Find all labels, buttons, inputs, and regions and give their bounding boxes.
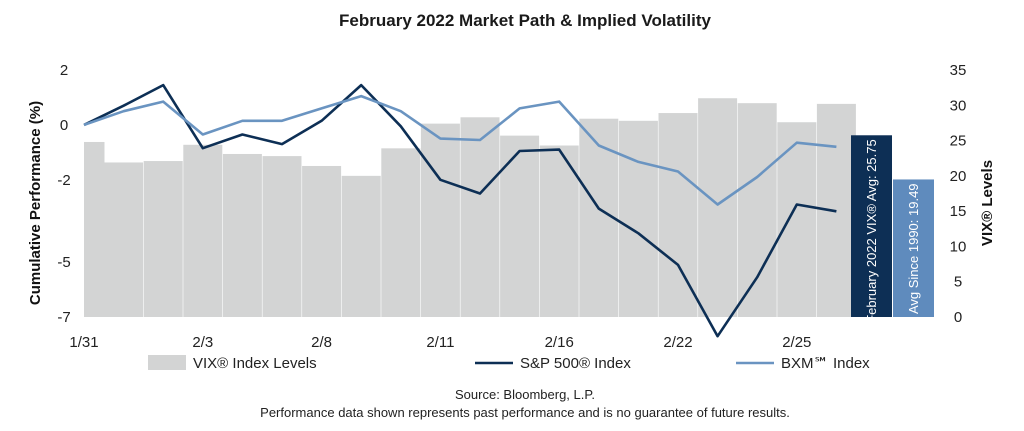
right-tick-label: 30 (950, 97, 967, 114)
legend-swatch-vix (148, 355, 186, 370)
vix-bar (302, 165, 342, 317)
bxm-line (83, 94, 837, 206)
feb-vix-avg-bar (851, 135, 892, 317)
reference-bars-layer: February 2022 VIX® Avg: 25.75 VIX® Avg Si… (851, 135, 934, 347)
left-tick-label: -5 (57, 254, 70, 271)
source-note: Source: Bloomberg, L.P. (455, 387, 595, 402)
vix-bar (500, 135, 540, 317)
vix-bar (381, 148, 421, 317)
vix-bar (84, 141, 105, 317)
left-tick-label: 2 (60, 62, 68, 79)
bars-layer (84, 98, 856, 318)
x-tick-label: 2/8 (311, 334, 332, 351)
vix-avg-since-1990-bar (893, 179, 934, 317)
legend-label-vix: VIX® Index Levels (193, 355, 317, 372)
vix-bar (420, 123, 460, 318)
left-tick-label: 0 (60, 117, 68, 134)
legend-label-bxm: BXM℠ Index (781, 355, 870, 372)
left-axis-title: Cumulative Performance (%) (27, 101, 44, 305)
x-tick-label: 2/11 (426, 334, 454, 351)
vix-bar (777, 122, 817, 317)
right-tick-label: 0 (954, 309, 962, 326)
vix-bar (104, 162, 144, 317)
right-tick-label: 15 (950, 203, 967, 220)
vix-bar (143, 161, 183, 317)
vix-bar (618, 120, 658, 317)
right-tick-label: 35 (950, 62, 967, 79)
legend: VIX® Index Levels S&P 500® Index BXM℠ Inde… (148, 355, 870, 372)
vix-bar (737, 103, 777, 317)
vix-bar (698, 98, 738, 317)
vix-bar (658, 113, 698, 317)
disclaimer-note: Performance data shown represents past p… (260, 405, 790, 420)
x-tick-label: 2/3 (192, 334, 213, 351)
feb-vix-avg-label: February 2022 VIX® Avg: 25.75 (864, 139, 879, 323)
vix-bar (183, 144, 223, 317)
vix-bar (341, 175, 381, 317)
vix-bar (222, 153, 262, 317)
right-tick-label: 20 (950, 168, 967, 185)
left-tick-label: -2 (57, 172, 70, 189)
x-tick-label: 2/22 (663, 334, 692, 351)
lines-layer (83, 83, 837, 338)
legend-label-sp500: S&P 500® Index (520, 355, 631, 372)
x-tick-label: 2/25 (782, 334, 811, 351)
sp500-line (83, 83, 837, 338)
right-axis-title: VIX® Levels (979, 160, 996, 246)
vix-avg-since-1990-label: VIX® Avg Since 1990: 19.49 (906, 183, 921, 347)
left-tick-label: -7 (57, 309, 70, 326)
vix-bar (460, 117, 500, 317)
vix-bar (539, 145, 579, 317)
x-tick-label: 2/16 (545, 334, 574, 351)
vix-bar (262, 156, 302, 317)
right-tick-label: 10 (950, 238, 967, 255)
x-tick-label: 1/31 (69, 334, 98, 351)
chart-title: February 2022 Market Path & Implied Vola… (339, 11, 711, 30)
right-tick-label: 5 (954, 274, 962, 291)
right-tick-label: 25 (950, 133, 967, 150)
